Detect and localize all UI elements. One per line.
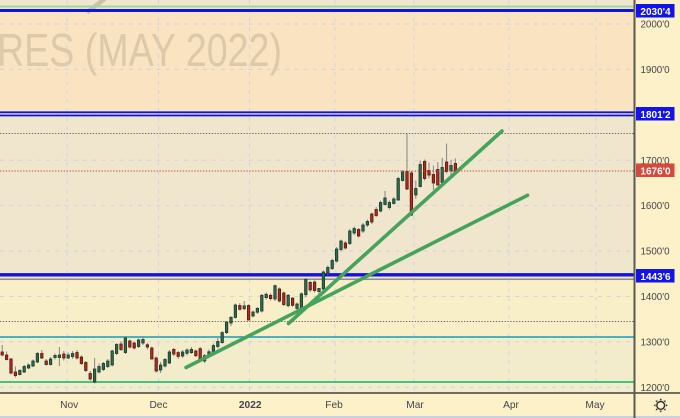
svg-text:Dec: Dec <box>149 400 167 411</box>
svg-text:Apr: Apr <box>503 400 519 411</box>
svg-text:Nov: Nov <box>60 400 79 411</box>
svg-text:1900'0: 1900'0 <box>640 65 670 76</box>
svg-text:2022: 2022 <box>239 400 262 411</box>
svg-text:2030'4: 2030'4 <box>640 7 671 18</box>
svg-text:2000'0: 2000'0 <box>640 20 670 31</box>
svg-text:Feb: Feb <box>325 400 343 411</box>
svg-text:1500'0: 1500'0 <box>640 247 670 258</box>
svg-text:1400'0: 1400'0 <box>640 292 670 303</box>
svg-text:1200'0: 1200'0 <box>640 383 670 394</box>
svg-text:Mar: Mar <box>406 400 424 411</box>
svg-text:1801'2: 1801'2 <box>640 110 671 121</box>
svg-text:1300'0: 1300'0 <box>640 337 670 348</box>
svg-text:May: May <box>585 400 605 411</box>
svg-text:1600'0: 1600'0 <box>640 201 670 212</box>
svg-text:1676'0: 1676'0 <box>640 166 671 177</box>
svg-text:RES (MAY 2022): RES (MAY 2022) <box>0 24 282 76</box>
svg-text:1700'0: 1700'0 <box>640 156 670 167</box>
svg-text:1443'6: 1443'6 <box>640 272 671 283</box>
